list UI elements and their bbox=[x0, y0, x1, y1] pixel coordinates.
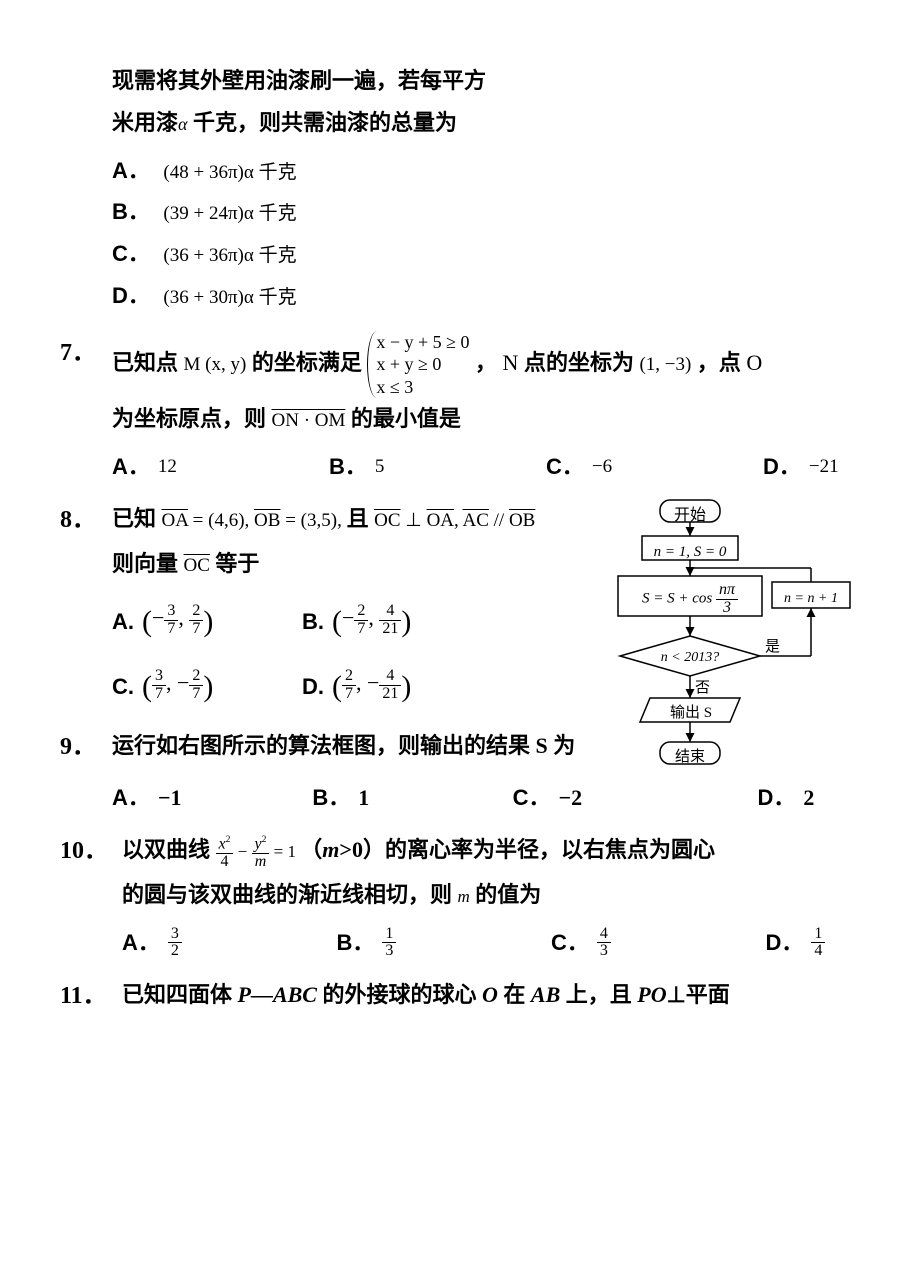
q7-opt-c: C−6 bbox=[546, 446, 763, 488]
q9-opt-b: B1 bbox=[312, 777, 512, 819]
q8-pre: 已知 bbox=[112, 506, 156, 531]
flow-cond-label: n < 2013? bbox=[630, 645, 750, 672]
q8-opt-b: B. (−27, 421) bbox=[302, 593, 492, 650]
intro-option-b: B (39 + 24π)α 千克 bbox=[112, 191, 920, 233]
intro-line2-pre: 米用漆 bbox=[112, 110, 178, 135]
q8-and: 且 bbox=[347, 506, 369, 531]
intro-opt-b-text: (39 + 24π)α 千克 bbox=[163, 203, 296, 224]
q7-n-label: N bbox=[503, 350, 519, 375]
q7-n-point: (1, −3) bbox=[639, 354, 691, 375]
q7-sys3: x ≤ 3 bbox=[376, 377, 413, 397]
intro-opt-c-text: (36 + 36π)α 千克 bbox=[163, 245, 296, 266]
q7-mid3: 点的坐标为 bbox=[524, 350, 634, 375]
q8-cond: OC ⊥ OA, AC // OB bbox=[374, 510, 535, 531]
q7-row: 7． 已知点 M (x, y) 的坐标满足 x − y + 5 ≥ 0 x + … bbox=[60, 331, 920, 399]
q8-oc: OC bbox=[184, 555, 210, 576]
intro-line2-post: 千克，则共需油漆的总量为 bbox=[193, 110, 457, 135]
q7-opt-d: D−21 bbox=[763, 446, 920, 488]
q10-body: 以双曲线 x24 − y2m = 1 （m>0）的离心率为半径，以右焦点为圆心 bbox=[122, 829, 920, 871]
q7-sys2: x + y ≥ 0 bbox=[376, 354, 441, 374]
q7-body: 已知点 M (x, y) 的坐标满足 x − y + 5 ≥ 0 x + y ≥… bbox=[112, 331, 920, 399]
q7-options: A12 B5 C−6 D−21 bbox=[112, 446, 920, 488]
intro-option-d: D (36 + 30π)α 千克 bbox=[112, 275, 920, 317]
q10-opt-a: A32 bbox=[122, 922, 337, 964]
flow-assign-label: S = S + cos nπ3 bbox=[618, 582, 762, 617]
intro-opt-a-text: (48 + 36π)α 千克 bbox=[163, 162, 296, 183]
q7-sys1: x − y + 5 ≥ 0 bbox=[376, 332, 469, 352]
q10-eq: x24 − y2m = 1 bbox=[216, 842, 301, 861]
q10-opt-b: B13 bbox=[337, 922, 552, 964]
q8-block: 8． 已知 OA = (4,6), OB = (3,5), 且 OC ⊥ OA,… bbox=[60, 498, 920, 715]
q8-number: 8． bbox=[60, 498, 112, 544]
flow-init-label: n = 1, S = 0 bbox=[642, 538, 738, 567]
q7-line2-post: 的最小值是 bbox=[351, 406, 461, 431]
flow-start-label: 开始 bbox=[660, 501, 720, 531]
q7-line2-pre: 为坐标原点，则 bbox=[112, 406, 266, 431]
q7-pre: 已知点 bbox=[112, 350, 178, 375]
flow-step-label: n = n + 1 bbox=[772, 586, 850, 613]
q10-line2: 的圆与该双曲线的渐近线相切，则 m 的值为 bbox=[122, 874, 920, 916]
q8-oa: OA = (4,6), OB = (3,5), bbox=[162, 510, 347, 531]
q11-row: 11． 已知四面体 P—ABC 的外接球的球心 O 在 AB 上，且 PO⊥平面 bbox=[60, 974, 920, 1020]
intro-option-a: A (48 + 36π)α 千克 bbox=[112, 150, 920, 192]
intro-line-1: 现需将其外壁用油漆刷一遍，若每平方 bbox=[112, 60, 920, 102]
q7-system: x − y + 5 ≥ 0 x + y ≥ 0 x ≤ 3 bbox=[367, 331, 469, 399]
q7-mxy: M (x, y) bbox=[184, 354, 247, 375]
flow-end-label: 结束 bbox=[660, 743, 720, 772]
q7-mid1: 的坐标满足 bbox=[252, 350, 362, 375]
q10-opt-d: D14 bbox=[766, 922, 920, 964]
q9-number: 9． bbox=[60, 725, 112, 771]
flow-yes-label: 是 bbox=[765, 633, 780, 662]
q7-o-label: O bbox=[746, 350, 762, 375]
alpha-symbol: α bbox=[178, 114, 187, 134]
option-letter-d: D bbox=[112, 283, 150, 308]
q9-opt-a: A−1 bbox=[112, 777, 312, 819]
flowchart-figure: 开始 n = 1, S = 0 S = S + cos nπ3 n = n + … bbox=[600, 498, 850, 798]
q8-opt-a: A. (−37, 27) bbox=[112, 593, 302, 650]
q11-body: 已知四面体 P—ABC 的外接球的球心 O 在 AB 上，且 PO⊥平面 bbox=[122, 974, 920, 1016]
q10-options: A32 B13 C43 D14 bbox=[122, 922, 920, 964]
q7-vecprod: ON · OM bbox=[272, 410, 346, 431]
q8-opt-d: D. (27, −421) bbox=[302, 658, 492, 715]
intro-option-c: C (36 + 36π)α 千克 bbox=[112, 233, 920, 275]
q10-opt-c: C43 bbox=[551, 922, 766, 964]
q11-number: 11． bbox=[60, 974, 122, 1020]
intro-line-2: 米用漆α 千克，则共需油漆的总量为 bbox=[112, 102, 920, 144]
q7-line2: 为坐标原点，则 ON · OM 的最小值是 bbox=[112, 398, 920, 440]
q7-number: 7． bbox=[60, 331, 112, 377]
q7-mid2: ， bbox=[475, 350, 497, 375]
q7-opt-b: B5 bbox=[329, 446, 546, 488]
q10-number: 10． bbox=[60, 829, 122, 875]
option-letter-c: C bbox=[112, 241, 150, 266]
option-letter-b: B bbox=[112, 199, 150, 224]
q7-mid4: ，点 bbox=[697, 350, 741, 375]
intro-opt-d-text: (36 + 30π)α 千克 bbox=[163, 287, 296, 308]
option-letter-a: A bbox=[112, 158, 150, 183]
q8-opt-c: C. (37, −27) bbox=[112, 658, 302, 715]
flow-out-label: 输出 S bbox=[648, 699, 734, 728]
q10-row: 10． 以双曲线 x24 − y2m = 1 （m>0）的离心率为半径，以右焦点… bbox=[60, 829, 920, 875]
q7-opt-a: A12 bbox=[112, 446, 329, 488]
